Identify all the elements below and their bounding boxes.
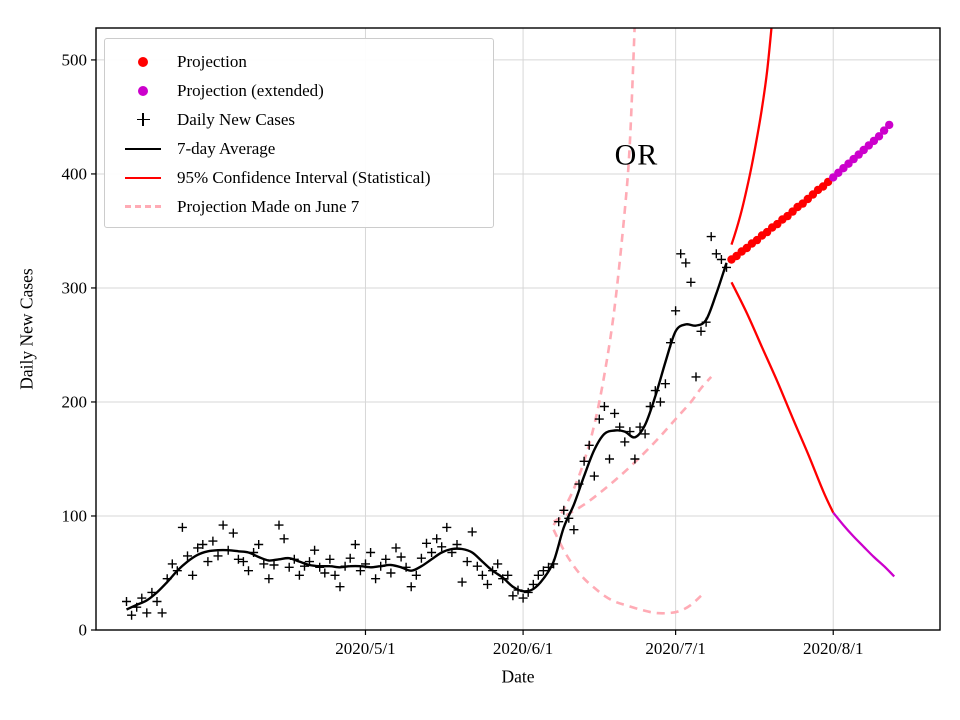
y-tick-label: 200 [62,392,88,411]
legend-item-june7-projection: Projection Made on June 7 [119,192,493,221]
june7-lower-dashed-line [552,529,702,615]
legend-item-daily-new-cases: Daily New Cases [119,105,493,134]
y-tick-label: 300 [62,278,88,297]
x-tick-label: 2020/6/1 [493,639,553,658]
ci-lower-line [730,281,835,514]
axes-frame [95,27,941,631]
projection-extended-dot-icon [119,85,167,96]
x-tick-label: 2020/7/1 [645,639,705,658]
series-layer [122,28,896,620]
x-tick-label: 2020/5/1 [335,639,395,658]
y-tick-label: 0 [79,621,88,640]
projection-extended-dots [829,120,894,182]
legend-label: Projection (extended) [177,80,324,100]
legend: Projection Projection (extended) Daily N… [104,38,494,228]
red-line-icon [119,176,167,179]
x-axis-label: Date [501,666,535,687]
y-tick-label: 400 [62,164,88,183]
projection-dot-icon [119,56,167,67]
solid-line-icon [119,147,167,150]
projection-dots [727,177,833,264]
june7-central-dashed-line [553,376,713,523]
june7-upper-dashed-line [552,28,636,526]
legend-label: 95% Confidence Interval (Statistical) [177,167,431,187]
y-tick-label: 100 [62,506,88,525]
tick-labels: 0 100 200 300 400 500 2020/5/1 2020/6/1 2020/7/1… [62,50,864,658]
legend-item-projection-extended: Projection (extended) [119,76,493,105]
ci-upper-line [730,28,773,245]
legend-label: 7-day Average [177,138,276,158]
seven-day-average-line [125,262,728,611]
pink-dashed-line-icon [119,205,167,208]
y-axis-label: Daily New Cases [16,268,37,390]
legend-label: Daily New Cases [177,109,296,129]
plus-marker-icon [119,113,167,126]
annotation-or: OR [614,138,659,172]
daily-cases-scatter [122,232,731,620]
legend-label: Projection Made on June 7 [177,196,360,216]
legend-item-projection: Projection [119,47,493,76]
legend-item-7day-average: 7-day Average [119,134,493,163]
ci-lower-extended-line [832,511,896,578]
legend-label: Projection [177,51,247,71]
y-tick-label: 500 [62,50,88,69]
legend-item-confidence-interval: 95% Confidence Interval (Statistical) [119,163,493,192]
x-tick-label: 2020/8/1 [803,639,863,658]
